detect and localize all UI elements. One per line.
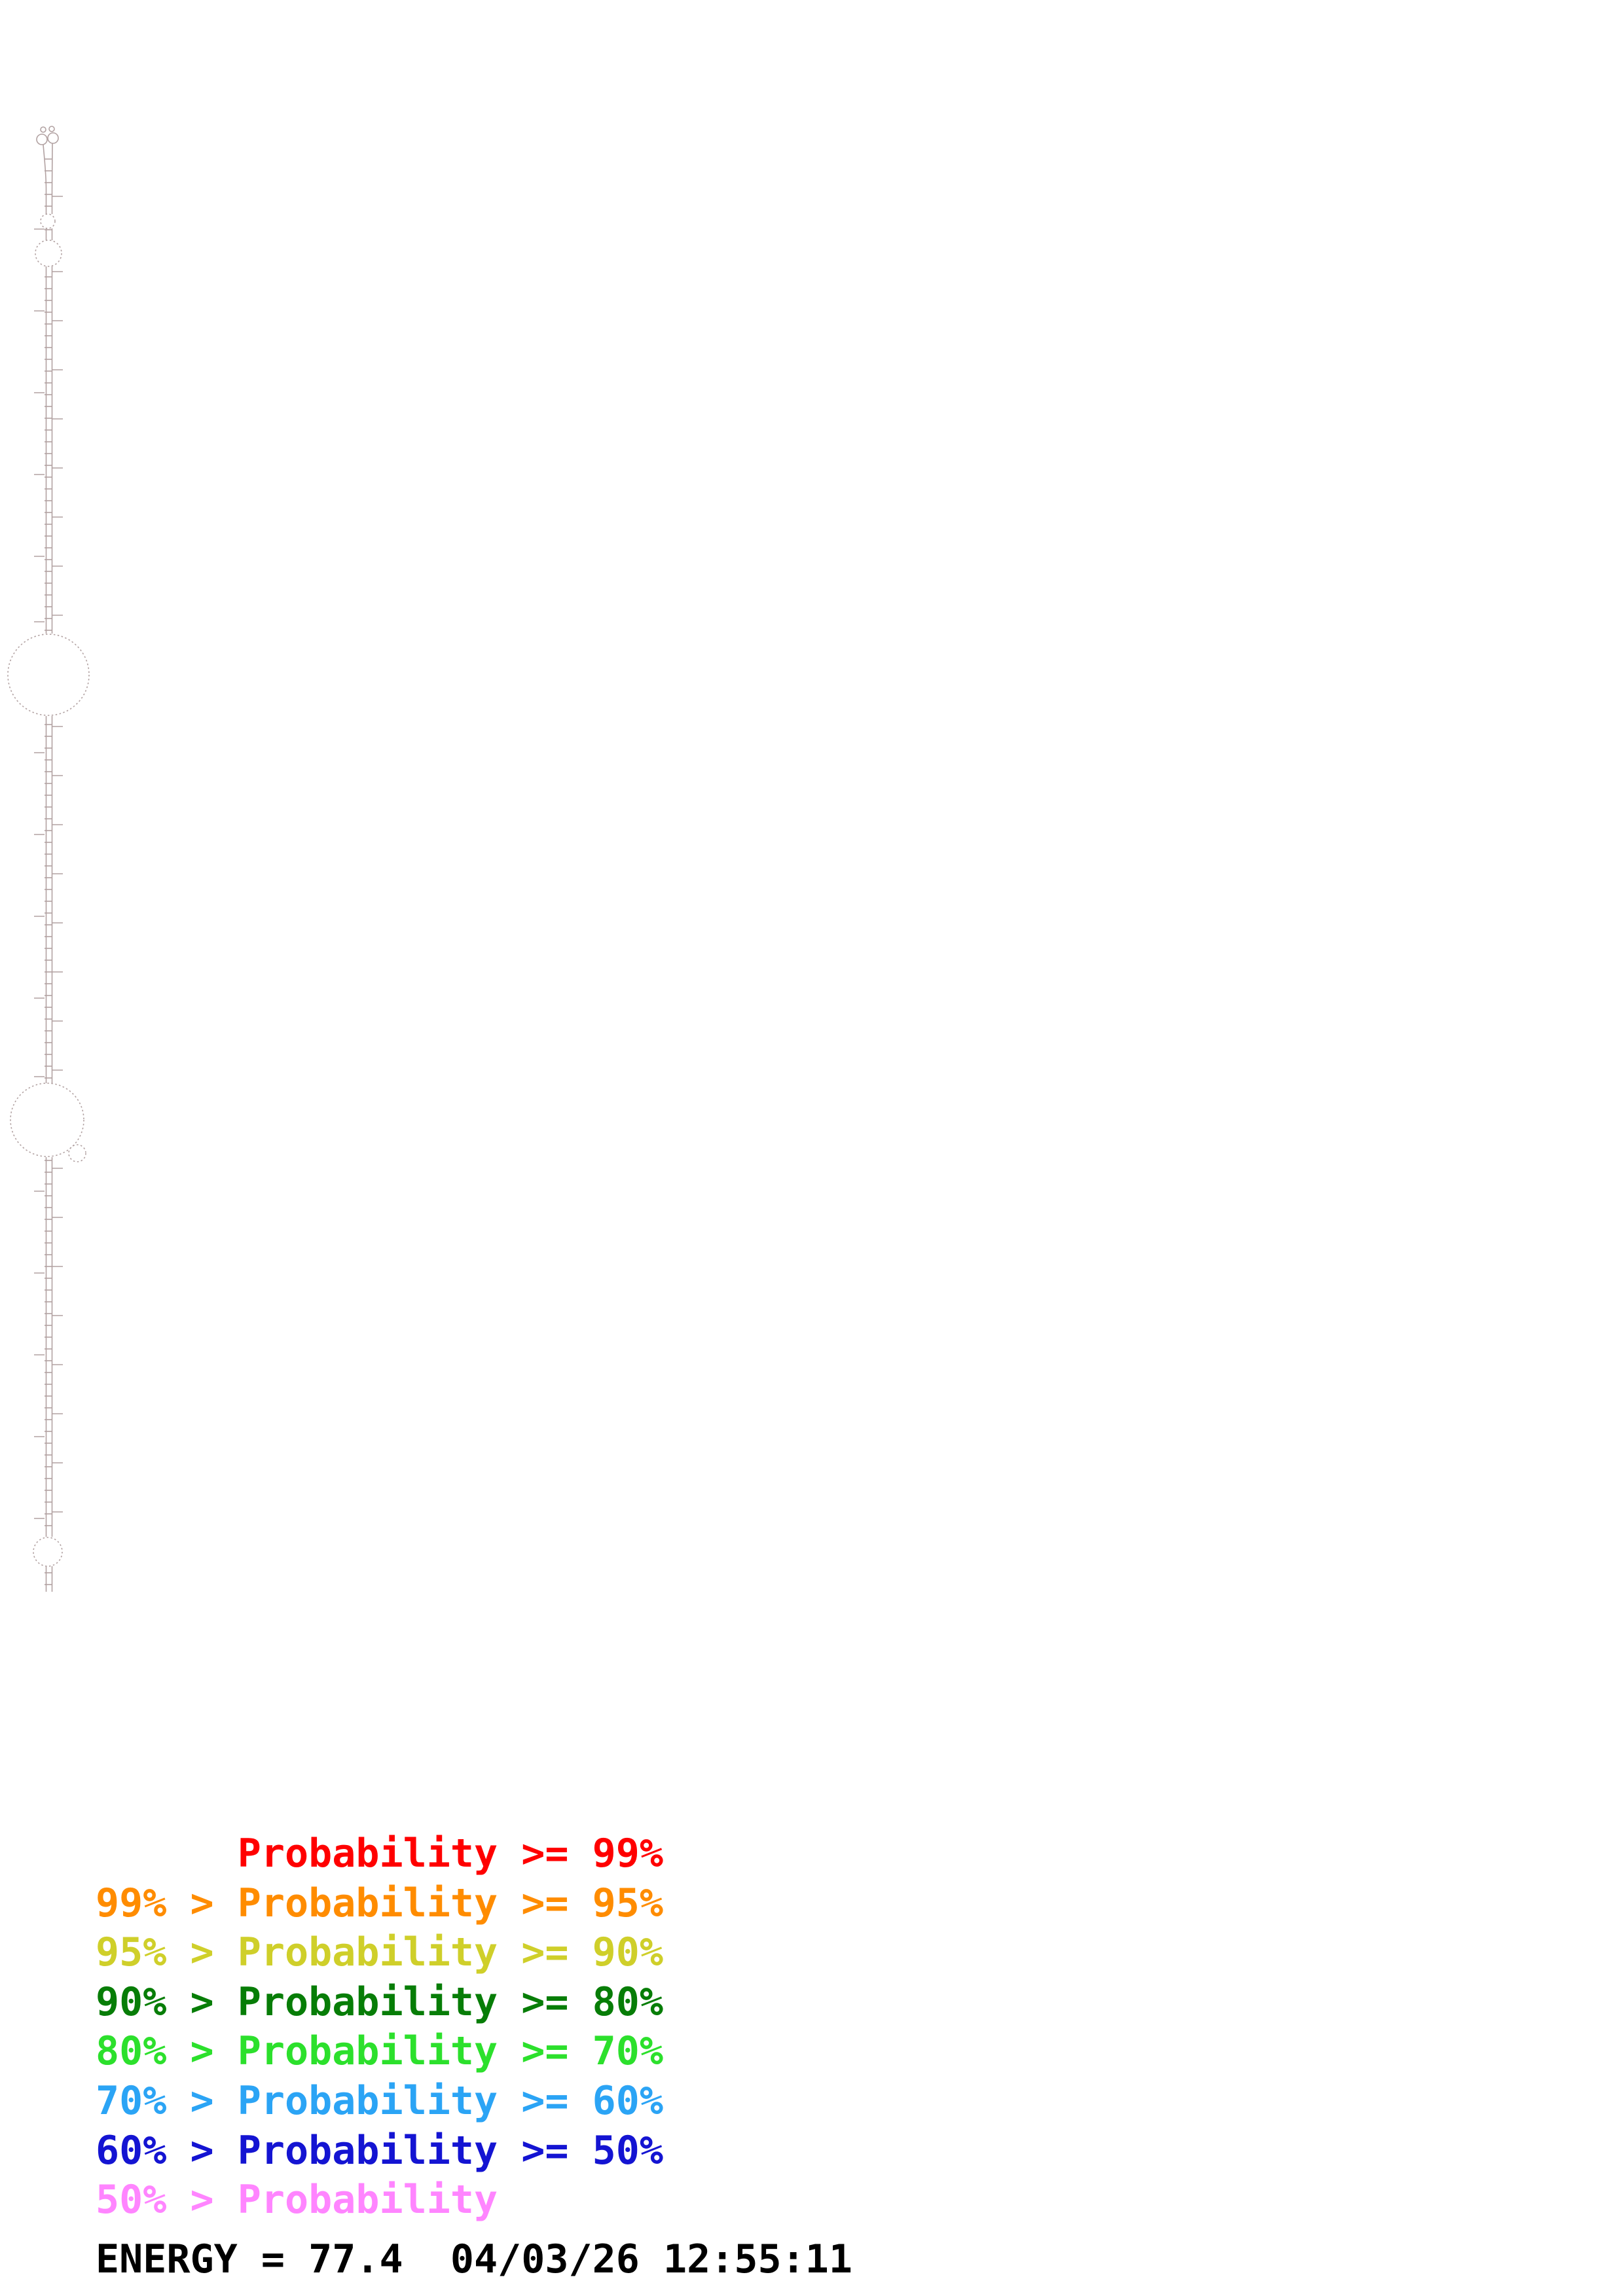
probability-legend: Probability >= 99% 99% > Probability >= …: [96, 1829, 663, 2225]
base-pair-rungs: [45, 716, 52, 1083]
legend-item-95-99: 99% > Probability >= 95%: [96, 1880, 663, 1926]
right-tick-marks: [52, 196, 63, 1513]
legend-item-80-90: 90% > Probability >= 80%: [96, 1979, 663, 2025]
interior-loop-icon: [35, 240, 62, 267]
side-hairpin-loop-icon: [68, 1144, 86, 1162]
legend-item-90-95: 95% > Probability >= 90%: [96, 1929, 663, 1976]
base-pair-rungs: [45, 156, 52, 188]
bottom-hairpin-loop-icon: [33, 1537, 63, 1567]
base-pair-rungs: [45, 1157, 52, 1537]
bulge-loop-icon: [40, 213, 56, 229]
rna-structure-diagram: [7, 126, 90, 1592]
large-interior-loop-icon: [7, 634, 90, 716]
rna-structure-strokes: [7, 126, 90, 1592]
base-pair-rungs: [45, 267, 52, 634]
hairpin-loop-icon: [47, 132, 59, 144]
terminal-loop-icon: [48, 126, 55, 132]
legend-item-60-70: 70% > Probability >= 60%: [96, 2077, 663, 2124]
legend-item-99: Probability >= 99%: [96, 1831, 663, 1876]
terminal-loop-icon: [40, 126, 46, 133]
hairpin-loop-icon: [36, 134, 48, 145]
base-pair-rungs: [45, 191, 52, 213]
legend-item-50-60: 60% > Probability >= 50%: [96, 2127, 663, 2174]
left-tick-marks: [34, 228, 45, 1519]
energy-timestamp-line: ENERGY = 77.4 04/03/26 12:55:11: [96, 2236, 852, 2282]
multibranch-loop-icon: [10, 1083, 84, 1157]
base-pair-rungs: [45, 229, 52, 240]
base-pair-rungs: [45, 1567, 52, 1592]
legend-item-70-80: 80% > Probability >= 70%: [96, 2028, 663, 2075]
legend-item-below-50: 50% > Probability: [96, 2177, 498, 2223]
